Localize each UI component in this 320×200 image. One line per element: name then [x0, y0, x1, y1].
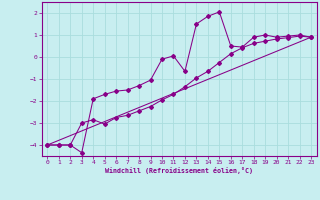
X-axis label: Windchill (Refroidissement éolien,°C): Windchill (Refroidissement éolien,°C) — [105, 167, 253, 174]
